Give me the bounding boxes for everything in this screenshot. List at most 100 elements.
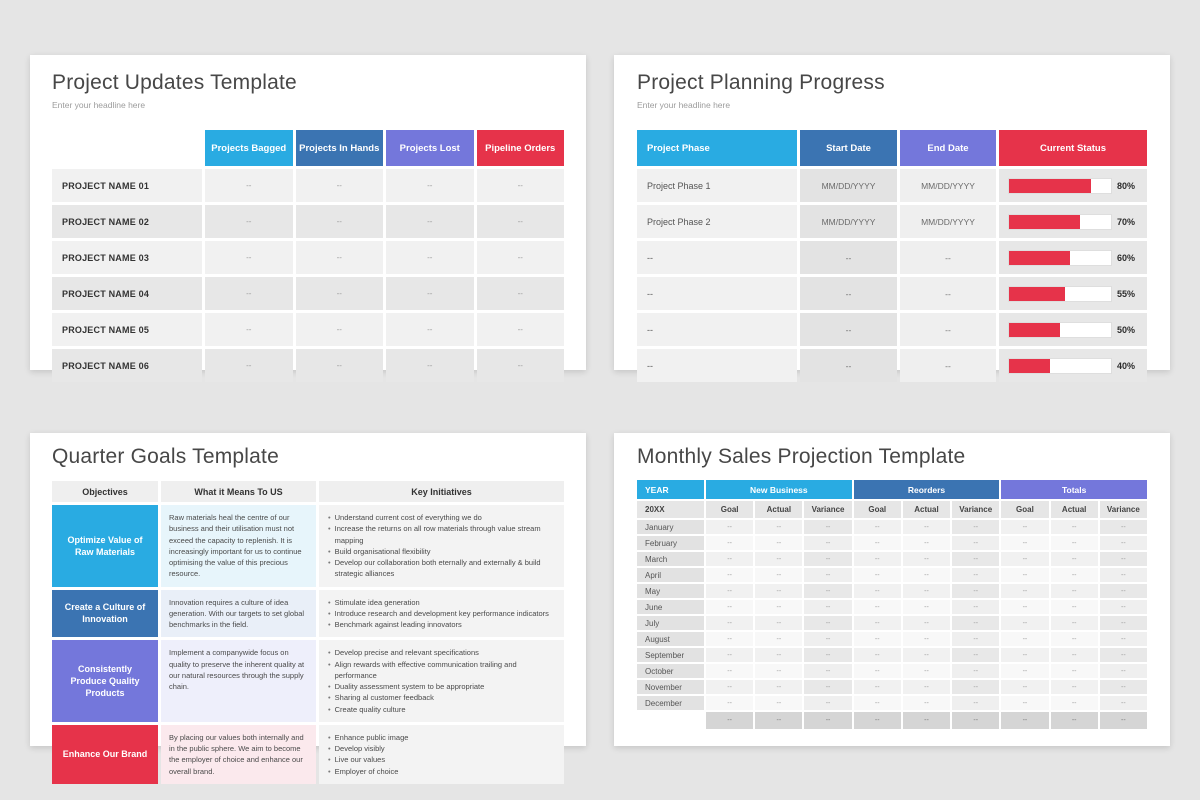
objective-cell: Create a Culture of Innovation — [52, 589, 158, 638]
year-value-cell: 20XX — [637, 501, 704, 518]
value-cell: -- — [1050, 536, 1098, 550]
totals-cell: -- — [1001, 712, 1049, 729]
progress-percent-label: 80% — [1116, 180, 1135, 191]
end-date-cell: -- — [900, 349, 996, 382]
progress-bar-fill — [1009, 322, 1060, 337]
progress-percent-label: 55% — [1116, 288, 1135, 299]
start-date-cell: -- — [800, 349, 897, 382]
value-cell: -- — [755, 600, 803, 614]
value-cell: -- — [706, 584, 754, 598]
bullet-icon: • — [328, 620, 331, 629]
value-cell: -- — [804, 696, 852, 710]
value-cell: -- — [952, 552, 1000, 566]
value-cell: -- — [853, 536, 901, 550]
initiative-item: • Stimulate idea generation — [328, 597, 555, 608]
value-cell: -- — [1050, 680, 1098, 694]
month-cell: January — [637, 520, 704, 534]
bullet-icon: • — [328, 766, 331, 776]
project-planning-table: Project Phase Start Date End Date Curren… — [637, 130, 1147, 382]
group-header-totals: Totals — [1001, 480, 1147, 499]
column-header-end-date: End Date — [900, 130, 996, 166]
bullet-icon: • — [328, 693, 331, 703]
value-cell: -- — [804, 520, 852, 534]
initiative-text: Develop visibly — [334, 744, 385, 753]
column-header-projects-in-hands: Projects In Hands — [295, 130, 383, 166]
value-cell: -- — [1099, 664, 1147, 678]
empty-corner-cell — [52, 130, 202, 166]
value-cell: -- — [1001, 696, 1049, 710]
means-cell: Implement a companywide focus on quality… — [161, 640, 316, 722]
month-cell: April — [637, 568, 704, 582]
initiative-text: Understand current cost of everything we… — [334, 513, 482, 522]
monthly-sales-table: YEAR New Business Reorders Totals 20XX G… — [637, 480, 1147, 729]
value-cell: -- — [295, 241, 383, 274]
value-cell: -- — [902, 648, 951, 662]
initiative-text: Increase the returns on all row material… — [334, 524, 541, 545]
column-header-current-status: Current Status — [999, 130, 1147, 166]
progress-bar-track — [1008, 177, 1112, 194]
initiative-item: • Duality assessment system to be appropr… — [328, 681, 555, 692]
project-name-cell: PROJECT NAME 03 — [52, 241, 202, 274]
means-cell: By placing our values both internally an… — [161, 724, 316, 784]
progress-percent-label: 70% — [1116, 216, 1135, 227]
value-cell: -- — [755, 648, 803, 662]
progress-bar-fill — [1009, 250, 1071, 265]
value-cell: -- — [755, 552, 803, 566]
bullet-icon: • — [328, 648, 331, 658]
value-cell: -- — [804, 536, 852, 550]
value-cell: -- — [952, 536, 1000, 550]
value-cell: -- — [804, 680, 852, 694]
value-cell: -- — [952, 664, 1000, 678]
value-cell: -- — [952, 600, 1000, 614]
value-cell: -- — [205, 277, 293, 310]
value-cell: -- — [1001, 568, 1049, 582]
bullet-icon: • — [328, 682, 331, 691]
phase-cell: -- — [637, 241, 797, 274]
column-header-projects-bagged: Projects Bagged — [205, 130, 293, 166]
project-planning-slide[interactable]: Project Planning Progress Enter your hea… — [614, 55, 1170, 382]
value-cell: -- — [1099, 696, 1147, 710]
start-date-cell: MM/DD/YYYY — [800, 205, 897, 238]
value-cell: -- — [804, 600, 852, 614]
subcolumn-header-variance: Variance — [952, 501, 1000, 518]
value-cell: -- — [853, 680, 901, 694]
page-title: Quarter Goals Template — [52, 445, 279, 468]
value-cell: -- — [476, 169, 564, 202]
bullet-icon: • — [328, 755, 331, 765]
initiative-item: • Develop precise and relevant specificat… — [328, 647, 555, 658]
value-cell: -- — [853, 696, 901, 710]
empty-corner-cell — [637, 712, 704, 729]
value-cell: -- — [1050, 616, 1098, 630]
bullet-icon: • — [328, 513, 331, 522]
month-cell: May — [637, 584, 704, 598]
quarter-goals-slide[interactable]: Quarter Goals Template Objectives What i… — [30, 433, 586, 784]
value-cell: -- — [386, 313, 474, 346]
progress-bar-fill — [1009, 178, 1091, 193]
initiative-item: • Increase the returns on all row materia… — [328, 523, 555, 546]
value-cell: -- — [952, 648, 1000, 662]
value-cell: -- — [706, 552, 754, 566]
monthly-sales-slide[interactable]: Monthly Sales Projection Template YEAR N… — [614, 433, 1170, 746]
initiative-item: • Align rewards with effective communicat… — [328, 659, 555, 682]
value-cell: -- — [1001, 600, 1049, 614]
initiative-item: • Develop visibly — [328, 743, 555, 754]
headline-placeholder: Enter your headline here — [637, 100, 731, 110]
project-updates-table: Projects Bagged Projects In Hands Projec… — [52, 130, 564, 382]
project-updates-slide[interactable]: Project Updates Template Enter your head… — [30, 55, 586, 382]
value-cell: -- — [205, 313, 293, 346]
value-cell: -- — [853, 520, 901, 534]
totals-cell: -- — [902, 712, 951, 729]
value-cell: -- — [902, 616, 951, 630]
value-cell: -- — [755, 696, 803, 710]
progress-percent-label: 40% — [1116, 360, 1135, 371]
value-cell: -- — [1099, 568, 1147, 582]
objective-cell: Consistently Produce Quality Products — [52, 640, 158, 722]
value-cell: -- — [755, 584, 803, 598]
totals-cell: -- — [1050, 712, 1098, 729]
value-cell: -- — [706, 632, 754, 646]
value-cell: -- — [295, 169, 383, 202]
value-cell: -- — [853, 568, 901, 582]
bullet-icon: • — [328, 732, 331, 742]
bullet-icon: • — [328, 608, 331, 618]
value-cell: -- — [755, 568, 803, 582]
